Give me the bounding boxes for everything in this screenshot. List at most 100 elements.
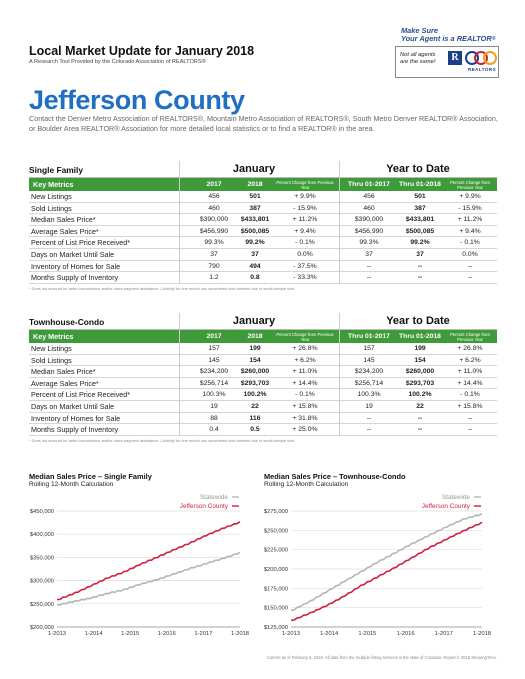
x-tick-label: 1-2013	[48, 631, 66, 637]
cell-value: 88	[210, 414, 218, 422]
county-title: Jefferson County	[29, 85, 245, 115]
cell-value: 37	[365, 250, 373, 258]
y-tick-label: $150,000	[264, 606, 288, 612]
cell-value: --	[417, 274, 423, 282]
table-row: Sold Listings 460 387 - 15.9% 460 387 - 15.9%	[29, 203, 497, 215]
cell-value: 501	[414, 193, 426, 200]
x-tick-label: 1-2014	[85, 631, 104, 637]
metric-label: Months Supply of Inventory	[31, 425, 119, 435]
cell-value: - 33.3%	[293, 274, 317, 282]
cell-value: $433,801	[405, 216, 435, 224]
column-header-row: Key Metrics 2017 2018 Percent Change from P…	[29, 330, 497, 343]
cell-value: + 11.0%	[292, 368, 318, 376]
cell-value: 99.3%	[359, 239, 379, 247]
metric-label: Average Sales Price*	[31, 378, 99, 388]
report-subtitle: A Research Tool Provided by the Colorado…	[29, 59, 206, 65]
cell-value: --	[366, 426, 372, 434]
y-tick-label: $200,000	[264, 567, 288, 573]
table-header: Single Family January Year to Date	[29, 161, 497, 178]
col-header: 2018	[247, 181, 263, 188]
table-row: Inventory of Homes for Sale 88 116 + 31.8% -…	[29, 413, 497, 425]
y-tick-label: $275,000	[264, 509, 288, 515]
intro-text: Contact the Denver Metro Association of …	[29, 114, 498, 133]
metric-label: Inventory of Homes for Sale	[31, 261, 121, 271]
y-tick-label: $200,000	[30, 625, 54, 631]
table-row: New Listings 456 501 + 9.9% 456 501 + 9.9%	[29, 191, 497, 203]
cell-value: 100.2%	[408, 391, 432, 399]
realtors-logo-icon	[465, 51, 497, 65]
cell-value: 494	[249, 262, 261, 270]
group-january: January	[232, 163, 276, 175]
cell-value: 37	[416, 250, 424, 258]
table-row: Sold Listings 145 154 + 6.2% 145 154 + 6.2%	[29, 355, 497, 367]
table-footnote: * Does not account for seller concession…	[29, 437, 296, 443]
cell-value: --	[467, 262, 473, 270]
section-title: Townhouse-Condo	[29, 317, 105, 327]
realtor-badge: Not all agents are the same! R REALTORS	[395, 46, 499, 78]
cell-value: 19	[210, 402, 218, 410]
cell-value: 0.0%	[462, 250, 478, 258]
cell-value: + 9.9%	[459, 193, 481, 200]
cell-value: + 11.2%	[457, 216, 483, 224]
table-row: Average Sales Price* $456,990 $500,085 + 9.…	[29, 226, 497, 238]
cell-value: 460	[363, 204, 375, 212]
badge-line-1: Not all agents	[400, 52, 436, 58]
col-header: Thru 01-2017	[348, 181, 390, 188]
cell-value: + 15.8%	[457, 402, 483, 410]
metric-label: Days on Market Until Sale	[31, 401, 115, 411]
table-row: Days on Market Until Sale 37 37 0.0% 37 37 0.0…	[29, 249, 497, 261]
y-tick-label: $250,000	[264, 528, 288, 534]
column-header-row: Key Metrics 2017 2018 Percent Change from P…	[29, 178, 497, 191]
promo-sup: ®	[491, 36, 496, 43]
badge-text: Not all agents are the same!	[400, 52, 440, 66]
cell-value: --	[467, 274, 473, 282]
metric-label: Percent of List Price Received*	[31, 238, 131, 248]
cell-value: - 15.9%	[458, 204, 482, 212]
x-tick-label: 1-2018	[231, 631, 249, 637]
cell-value: 460	[208, 204, 220, 212]
cell-value: $260,000	[405, 368, 435, 376]
y-tick-label: $300,000	[30, 579, 54, 585]
legend-label: Statewide	[200, 494, 229, 501]
bottom-note: Current as of February 5, 2018. All data…	[266, 655, 497, 660]
cell-value: --	[467, 426, 473, 434]
cell-value: - 15.9%	[293, 204, 317, 212]
y-tick-label: $450,000	[30, 509, 54, 515]
cell-value: 116	[249, 414, 261, 422]
cell-value: + 9.4%	[459, 227, 481, 235]
series-line-1	[56, 521, 241, 601]
chart-single-family: $450,000 $400,000 $350,000 $300,000 $250,000…	[30, 494, 249, 637]
legend-label: Jefferson County	[422, 503, 471, 510]
table-row: New Listings 157 199 + 26.8% 157 199 + 26.8%	[29, 343, 497, 355]
x-tick-label: 1-2018	[473, 631, 491, 637]
cell-value: $234,200	[199, 368, 229, 376]
cell-value: - 0.1%	[295, 391, 315, 399]
y-tick-label: $250,000	[30, 602, 54, 608]
cell-value: 37	[210, 250, 218, 258]
cell-value: $256,714	[199, 379, 229, 387]
cell-value: 0.4	[209, 426, 219, 434]
chart-1-title: Median Sales Price – Single Family	[29, 472, 152, 481]
cell-value: 145	[363, 356, 375, 364]
realtor-r-logo: R	[448, 51, 462, 65]
col-header: 2018	[247, 333, 263, 340]
cell-value: 19	[365, 402, 373, 410]
group-ytd: Year to Date	[386, 315, 450, 327]
cell-value: $456,990	[199, 227, 229, 235]
group-january: January	[232, 315, 276, 327]
cell-value: $500,085	[405, 227, 435, 235]
y-tick-label: $225,000	[264, 548, 288, 554]
cell-value: + 14.4%	[457, 379, 483, 387]
col-header: Percent Change from Previous Year	[276, 331, 334, 342]
col-header: 2017	[206, 333, 222, 340]
table-row: Average Sales Price* $256,714 $293,703 + 14…	[29, 378, 497, 390]
townhouse-condo-table: Townhouse-Condo January Year to Date Key Me…	[29, 313, 497, 443]
x-tick-label: 1-2017	[435, 631, 453, 637]
metric-label: Percent of List Price Received*	[31, 390, 131, 400]
x-tick-label: 1-2016	[397, 631, 415, 637]
chart-1-subtitle: Rolling 12-Month Calculation	[29, 481, 114, 488]
cell-value: $256,714	[354, 379, 384, 387]
cell-value: + 25.0%	[292, 426, 318, 434]
metric-label: Inventory of Homes for Sale	[31, 413, 121, 423]
col-header: Percent Change from Previous Year	[450, 331, 490, 342]
